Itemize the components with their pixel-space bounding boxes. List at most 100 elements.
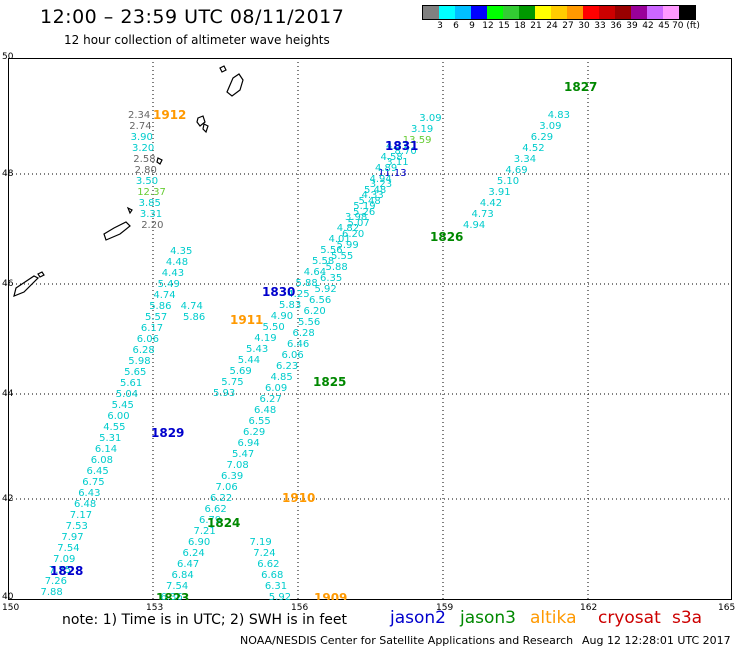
swh-value: 5.58 xyxy=(312,256,334,267)
lat-label-46: 46 xyxy=(2,279,14,289)
swh-value: 4.37 xyxy=(386,141,408,152)
swh-value: 6.06 xyxy=(137,334,159,345)
swh-value: 7.09 xyxy=(53,554,75,565)
wave-height-map: 7.887.267.757.097.547.977.537.176.486.43… xyxy=(8,58,732,600)
swh-value: 4.83 xyxy=(548,110,570,121)
track-id-label: 1826 xyxy=(430,230,463,244)
swh-value: 6.47 xyxy=(177,559,199,570)
swh-value: 4.33 xyxy=(362,190,384,201)
colorbar-label: 33 xyxy=(594,21,606,31)
colorbar-label: 45 xyxy=(658,21,670,31)
colorbar-label: 24 xyxy=(546,21,558,31)
colorbar-swatch xyxy=(535,6,551,19)
swh-value: 5.49 xyxy=(158,279,180,290)
swh-value: 5.86 xyxy=(183,312,205,323)
swh-value: 4.01 xyxy=(329,234,351,245)
colorbar-swatch xyxy=(631,6,647,19)
swh-value: 6.23 xyxy=(276,361,298,372)
track-id-label: 1831 xyxy=(385,139,418,153)
track-id-label: 1827 xyxy=(564,80,597,94)
lon-label-162: 162 xyxy=(580,603,598,613)
swh-value: 6.28 xyxy=(293,328,315,339)
swh-value: 6.90 xyxy=(188,537,210,548)
colorbar-swatch xyxy=(663,6,679,19)
colorbar-swatch xyxy=(439,6,455,19)
swh-value: 5.50 xyxy=(263,322,285,333)
swh-value: 3.20 xyxy=(132,143,154,154)
swh-value: 11.13 xyxy=(378,168,407,179)
swh-value: 6.22 xyxy=(210,493,232,504)
swh-value: 6.48 xyxy=(254,405,276,416)
swh-value: 4.89 xyxy=(375,163,397,174)
swh-value: 4.82 xyxy=(337,223,359,234)
colorbar-label: 9 xyxy=(469,21,475,31)
swh-value: 6.09 xyxy=(265,383,287,394)
swh-value: 5.65 xyxy=(124,367,146,378)
swh-value: 7.21 xyxy=(194,526,216,537)
colorbar-label: 18 xyxy=(514,21,526,31)
swh-value: 3.34 xyxy=(514,154,536,165)
track-id-label: 1911 xyxy=(230,313,263,327)
colorbar-label: 36 xyxy=(610,21,622,31)
swh-value: 3.23 xyxy=(370,179,392,190)
swh-value: 3.09 xyxy=(419,113,441,124)
swh-value: 4.48 xyxy=(166,257,188,268)
swh-value: 5.92 xyxy=(315,284,337,295)
track-id-label: 1825 xyxy=(313,375,346,389)
swh-value: 6.27 xyxy=(260,394,282,405)
swh-value: 7.53 xyxy=(66,521,88,532)
swh-value: 4.69 xyxy=(505,165,527,176)
swh-value: 7.54 xyxy=(57,543,79,554)
lon-label-150: 150 xyxy=(2,603,20,613)
swh-value: 7.19 xyxy=(250,537,272,548)
swh-value: 6.24 xyxy=(183,548,205,559)
swh-value: 6.36 xyxy=(161,592,183,600)
colorbar-label: 3 xyxy=(437,21,443,31)
swh-value: 3.50 xyxy=(136,176,158,187)
island-coastline xyxy=(37,271,45,278)
generated-timestamp: Aug 12 12:28:01 UTC 2017 xyxy=(582,634,731,647)
swh-value: 2.20 xyxy=(141,220,163,231)
colorbar-label: 42 xyxy=(642,21,654,31)
swh-value: 5.45 xyxy=(112,400,134,411)
swh-value: 5.61 xyxy=(120,378,142,389)
swh-value: 5.31 xyxy=(99,433,121,444)
colorbar-swatch xyxy=(599,6,615,19)
swh-value: 3.31 xyxy=(140,209,162,220)
swh-value: 5.56 xyxy=(298,317,320,328)
swh-value: 12.37 xyxy=(137,187,166,198)
swh-value: 7.24 xyxy=(253,548,275,559)
swh-value: 7.75 xyxy=(49,565,71,576)
swh-value: 5.88 xyxy=(296,278,318,289)
colorbar-swatch xyxy=(679,6,695,19)
swh-value: 5.04 xyxy=(116,389,138,400)
swh-value: 6.31 xyxy=(265,581,287,592)
track-id-label: 1829 xyxy=(151,426,184,440)
swh-value: 6.35 xyxy=(320,273,342,284)
map-frame xyxy=(8,58,732,600)
swh-value: 6.20 xyxy=(304,306,326,317)
swh-value: 4.74 xyxy=(181,301,203,312)
swh-value: 4.73 xyxy=(472,209,494,220)
colorbar-label: 27 xyxy=(562,21,574,31)
swh-value: 4.94 xyxy=(370,174,392,185)
island-coastline xyxy=(226,73,244,97)
swh-value: 5.88 xyxy=(326,262,348,273)
island-coastline xyxy=(196,115,206,127)
swh-value: 5.26 xyxy=(353,207,375,218)
swh-value: 13.59 xyxy=(403,135,432,146)
swh-value: 6.75 xyxy=(82,477,104,488)
colorbar-swatch xyxy=(423,6,439,19)
legend-altika: altika xyxy=(530,608,577,628)
swh-value: 6.14 xyxy=(95,444,117,455)
swh-value: 6.28 xyxy=(133,345,155,356)
island-coastline xyxy=(219,65,227,73)
lat-label-48: 48 xyxy=(2,169,14,179)
swh-value: 4.94 xyxy=(463,220,485,231)
colorbar-swatch xyxy=(583,6,599,19)
swh-value: 3.19 xyxy=(411,124,433,135)
colorbar-swatch xyxy=(519,6,535,19)
swh-value: 3.85 xyxy=(139,198,161,209)
legend-jason3: jason3 xyxy=(460,608,516,628)
track-id-label: 1910 xyxy=(282,491,315,505)
